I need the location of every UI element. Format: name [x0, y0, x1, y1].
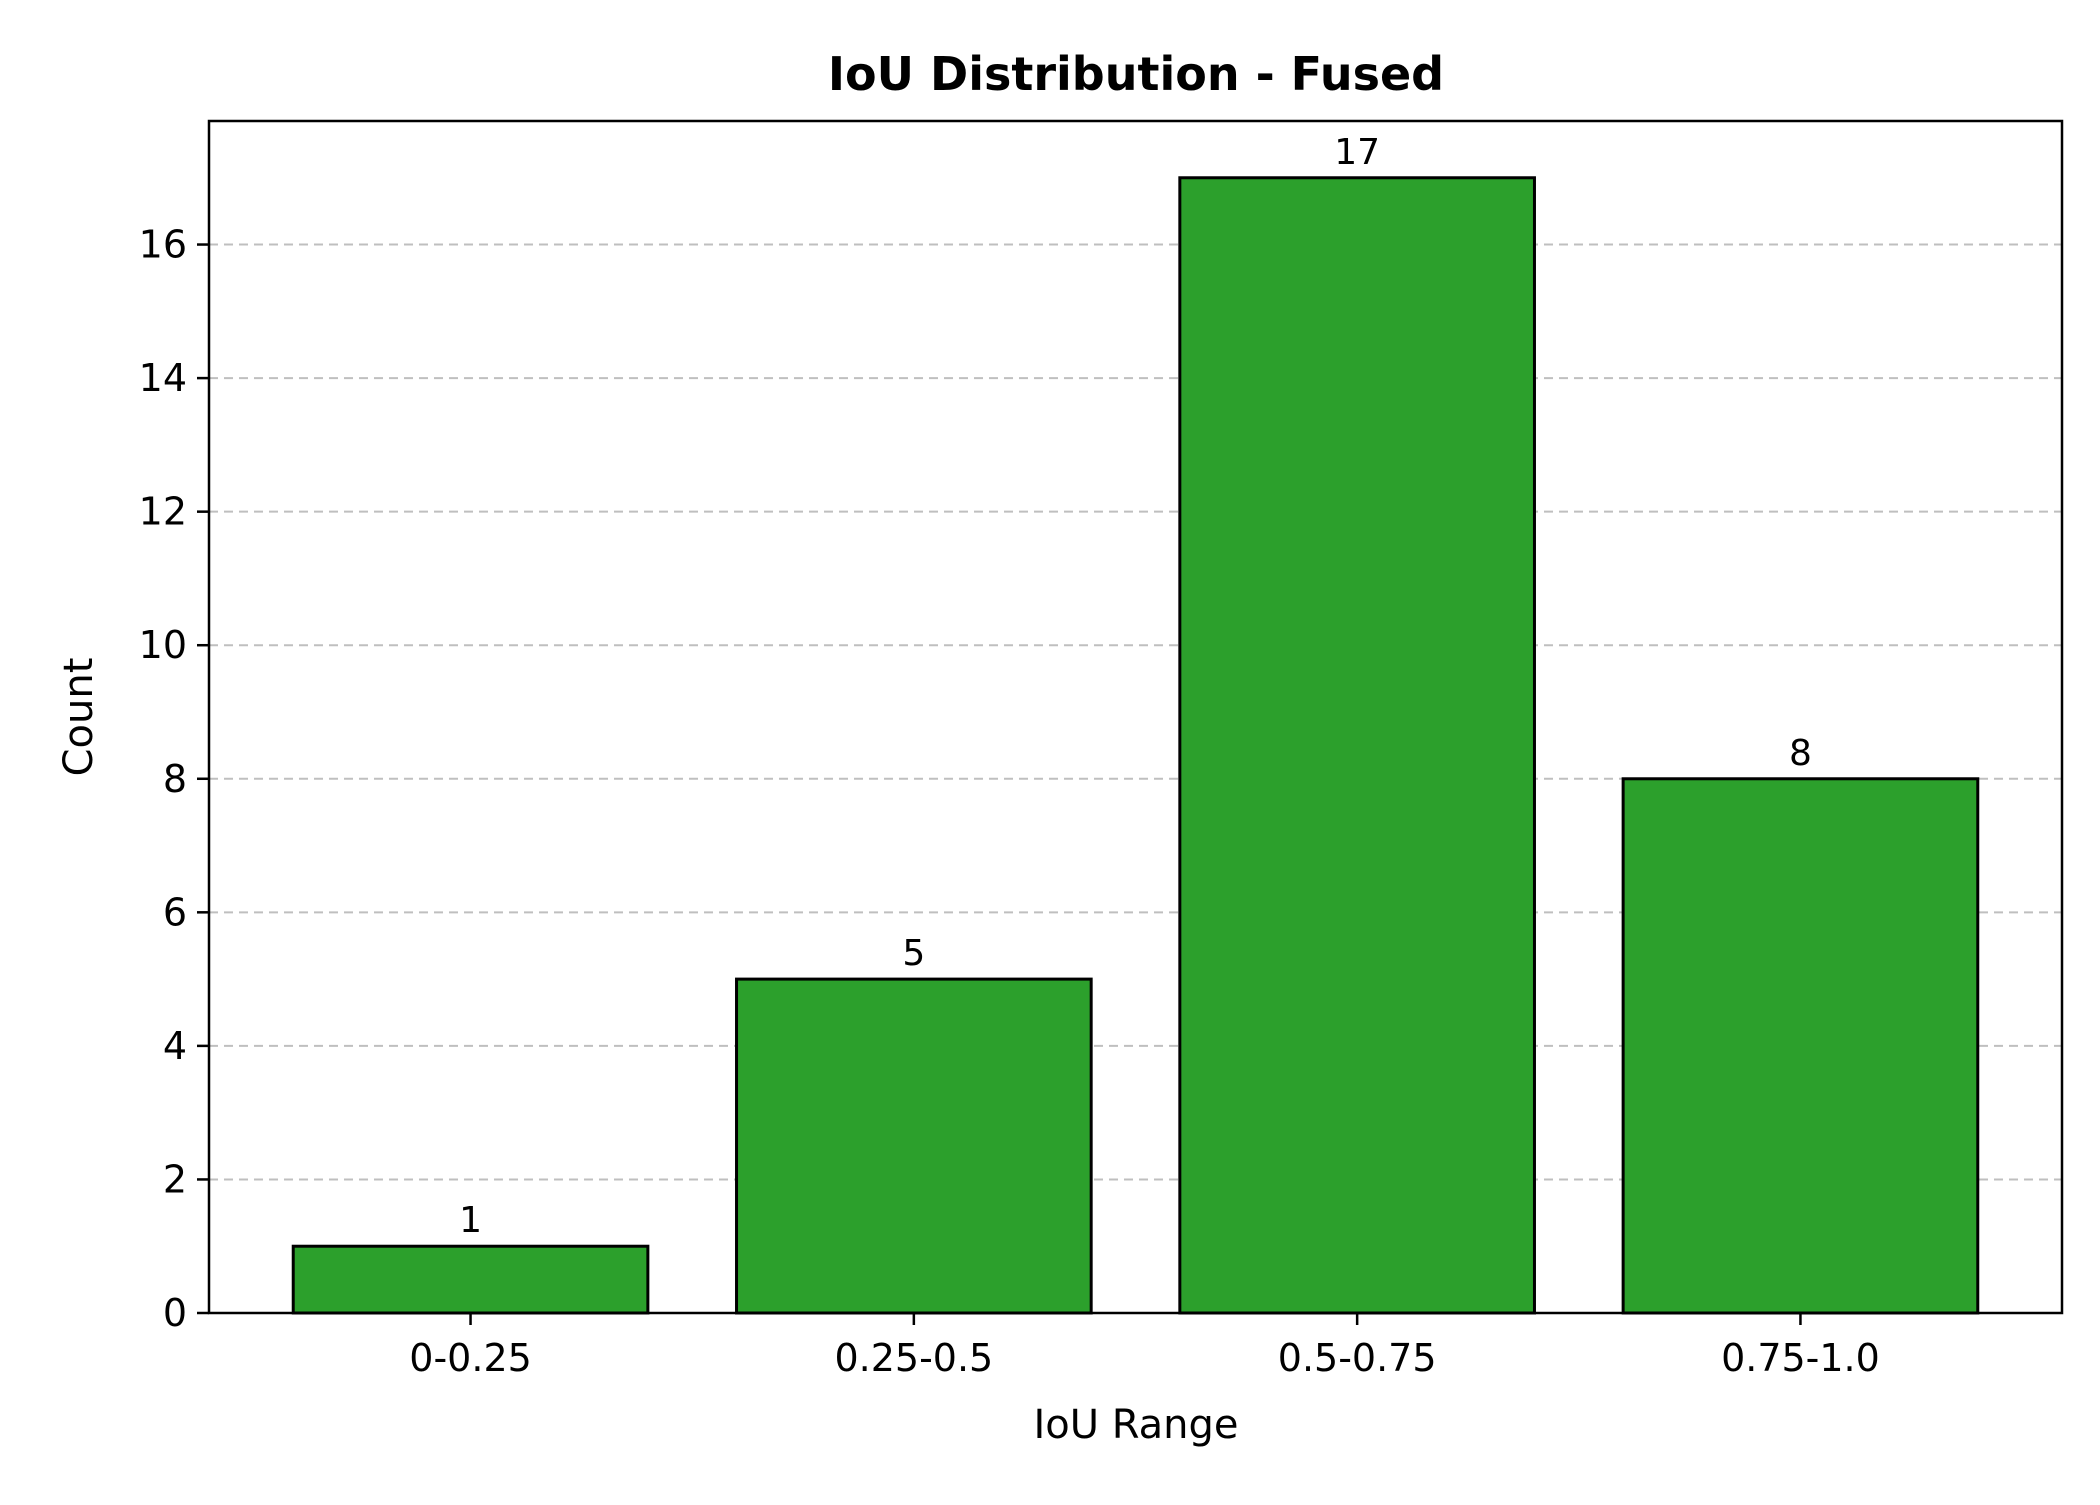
- x-axis: 0-0.25 0.25-0.5 0.5-0.75 0.75-1.0: [409, 1313, 1880, 1380]
- grid-layer: [209, 243, 2062, 1181]
- x-axis-label: IoU Range: [1033, 1402, 1238, 1448]
- x-tick-label: 0.5-0.75: [1278, 1336, 1437, 1380]
- y-tick-label: 4: [163, 1024, 187, 1068]
- y-tick-label: 12: [139, 490, 187, 534]
- y-axis-label: Count: [56, 658, 102, 777]
- bar-0-0.25: [291, 1244, 650, 1315]
- label-layer: 1 5 17 8: [459, 132, 1812, 1241]
- y-axis: 0 2 4 6 8 10 12 14 16: [139, 223, 209, 1335]
- data-label: 8: [1789, 733, 1812, 774]
- x-tick-label: 0.75-1.0: [1721, 1336, 1880, 1380]
- y-tick-label: 14: [139, 356, 187, 400]
- x-tick-label: 0.25-0.5: [834, 1336, 993, 1380]
- y-tick-label: 8: [163, 757, 187, 801]
- x-tick-label: 0-0.25: [409, 1336, 532, 1380]
- bar-0.5-0.75: [1178, 176, 1536, 1315]
- plot-frame: [207, 119, 2064, 1315]
- y-tick-label: 16: [139, 223, 187, 267]
- chart-title: IoU Distribution - Fused: [828, 47, 1444, 101]
- y-tick-label: 0: [163, 1291, 187, 1335]
- data-label: 17: [1334, 132, 1380, 173]
- bar-0.25-0.5: [735, 977, 1093, 1315]
- bar-0.75-1.0: [1621, 777, 1980, 1315]
- y-tick-label: 6: [163, 890, 187, 934]
- data-label: 1: [459, 1200, 482, 1241]
- bar-layer: [291, 176, 1980, 1315]
- y-tick-label: 2: [163, 1157, 187, 1201]
- y-tick-label: 10: [139, 623, 187, 667]
- data-label: 5: [902, 933, 925, 974]
